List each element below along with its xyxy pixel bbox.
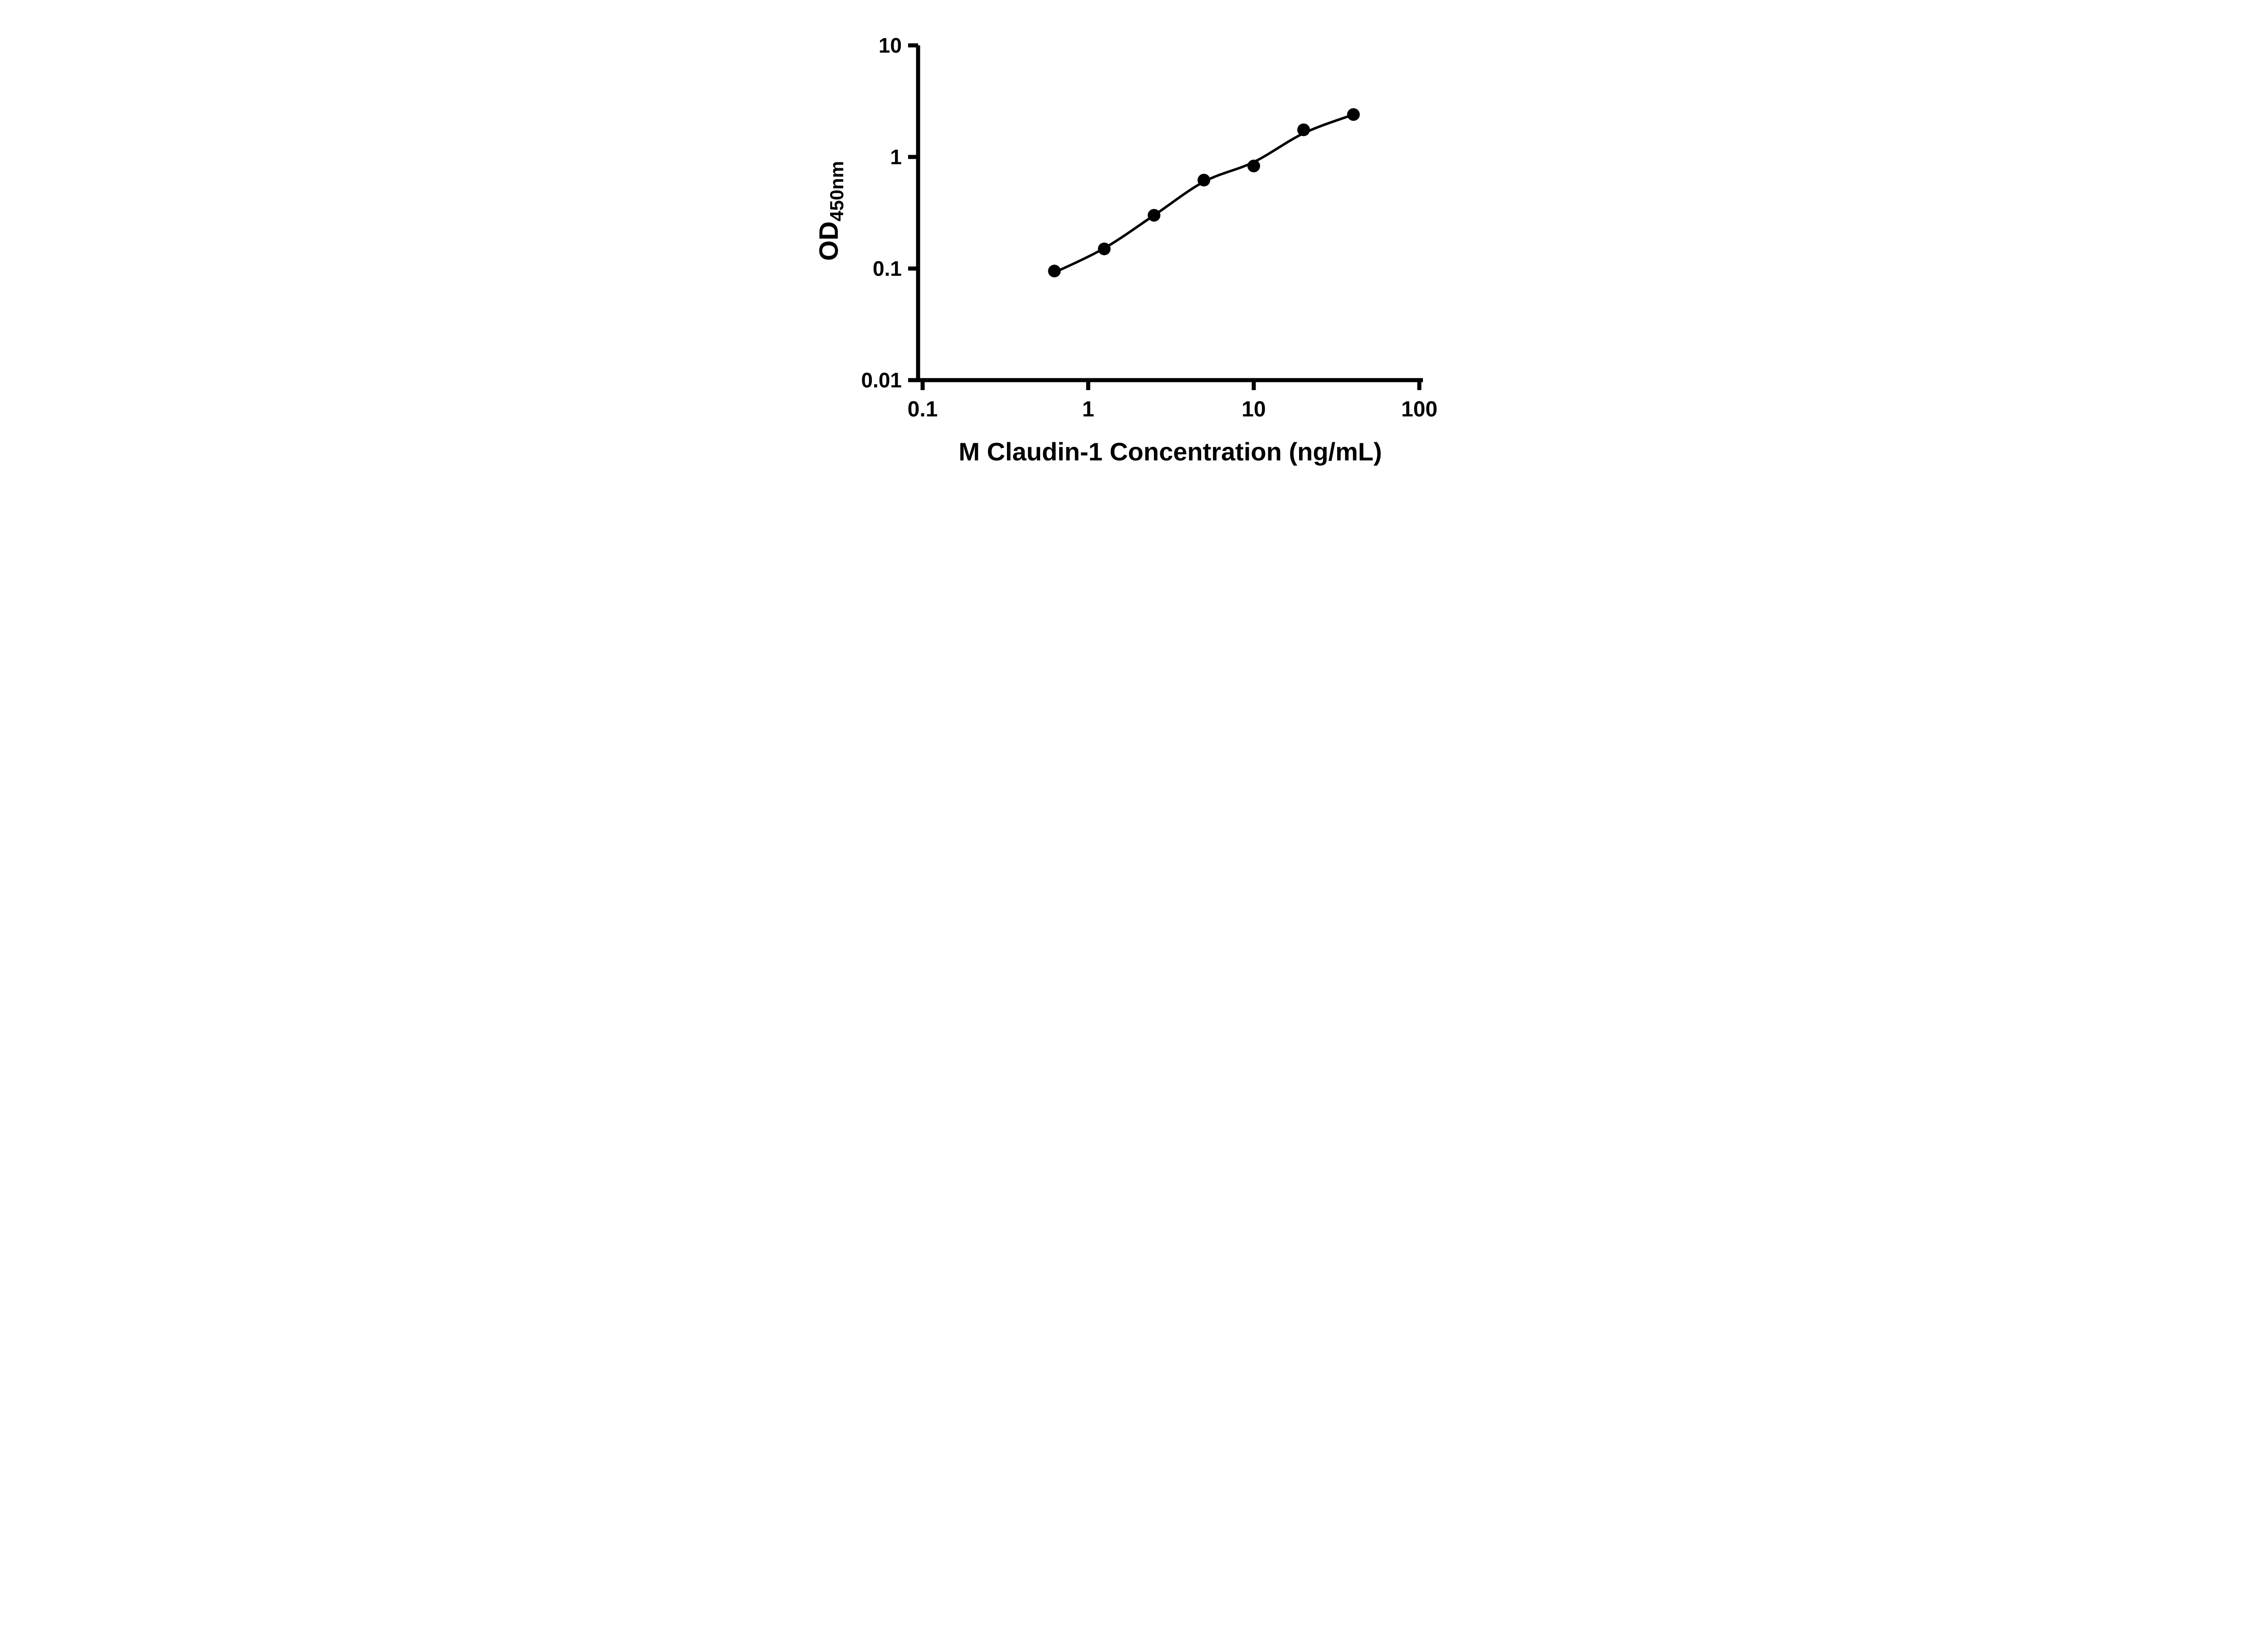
data-point bbox=[1247, 159, 1260, 172]
y-axis-title-subscript: 450nm bbox=[826, 161, 847, 221]
x-tick-label: 100 bbox=[1401, 397, 1437, 421]
data-point bbox=[1147, 209, 1160, 222]
plot-layer bbox=[1048, 108, 1360, 278]
data-point bbox=[1097, 242, 1110, 255]
x-tick-label: 0.1 bbox=[907, 397, 938, 421]
x-axis-title: M Claudin-1 Concentration (ng/mL) bbox=[958, 437, 1382, 466]
axis-layer bbox=[908, 43, 1423, 390]
data-point bbox=[1297, 123, 1310, 137]
data-point bbox=[1347, 108, 1360, 121]
data-point bbox=[1197, 174, 1210, 187]
y-tick-label: 0.1 bbox=[873, 257, 902, 280]
data-point bbox=[1048, 264, 1061, 278]
y-tick-label: 0.01 bbox=[861, 368, 902, 392]
chart-page: 0.01 0.1 1 10 0.1 1 10 100 M Claudin-1 Concentr… bbox=[784, 0, 1484, 490]
x-tick-label: 1 bbox=[1082, 397, 1094, 421]
elisa-standard-curve-figure: 0.01 0.1 1 10 0.1 1 10 100 M Claudin-1 Concentr… bbox=[784, 0, 1484, 490]
x-tick-label: 10 bbox=[1242, 397, 1266, 421]
axis-frame bbox=[916, 45, 1423, 382]
y-tick-label: 1 bbox=[890, 145, 902, 169]
y-axis-title: OD450nm bbox=[814, 161, 847, 261]
y-axis-title-main: OD bbox=[814, 221, 844, 261]
y-tick-label: 10 bbox=[878, 34, 901, 57]
